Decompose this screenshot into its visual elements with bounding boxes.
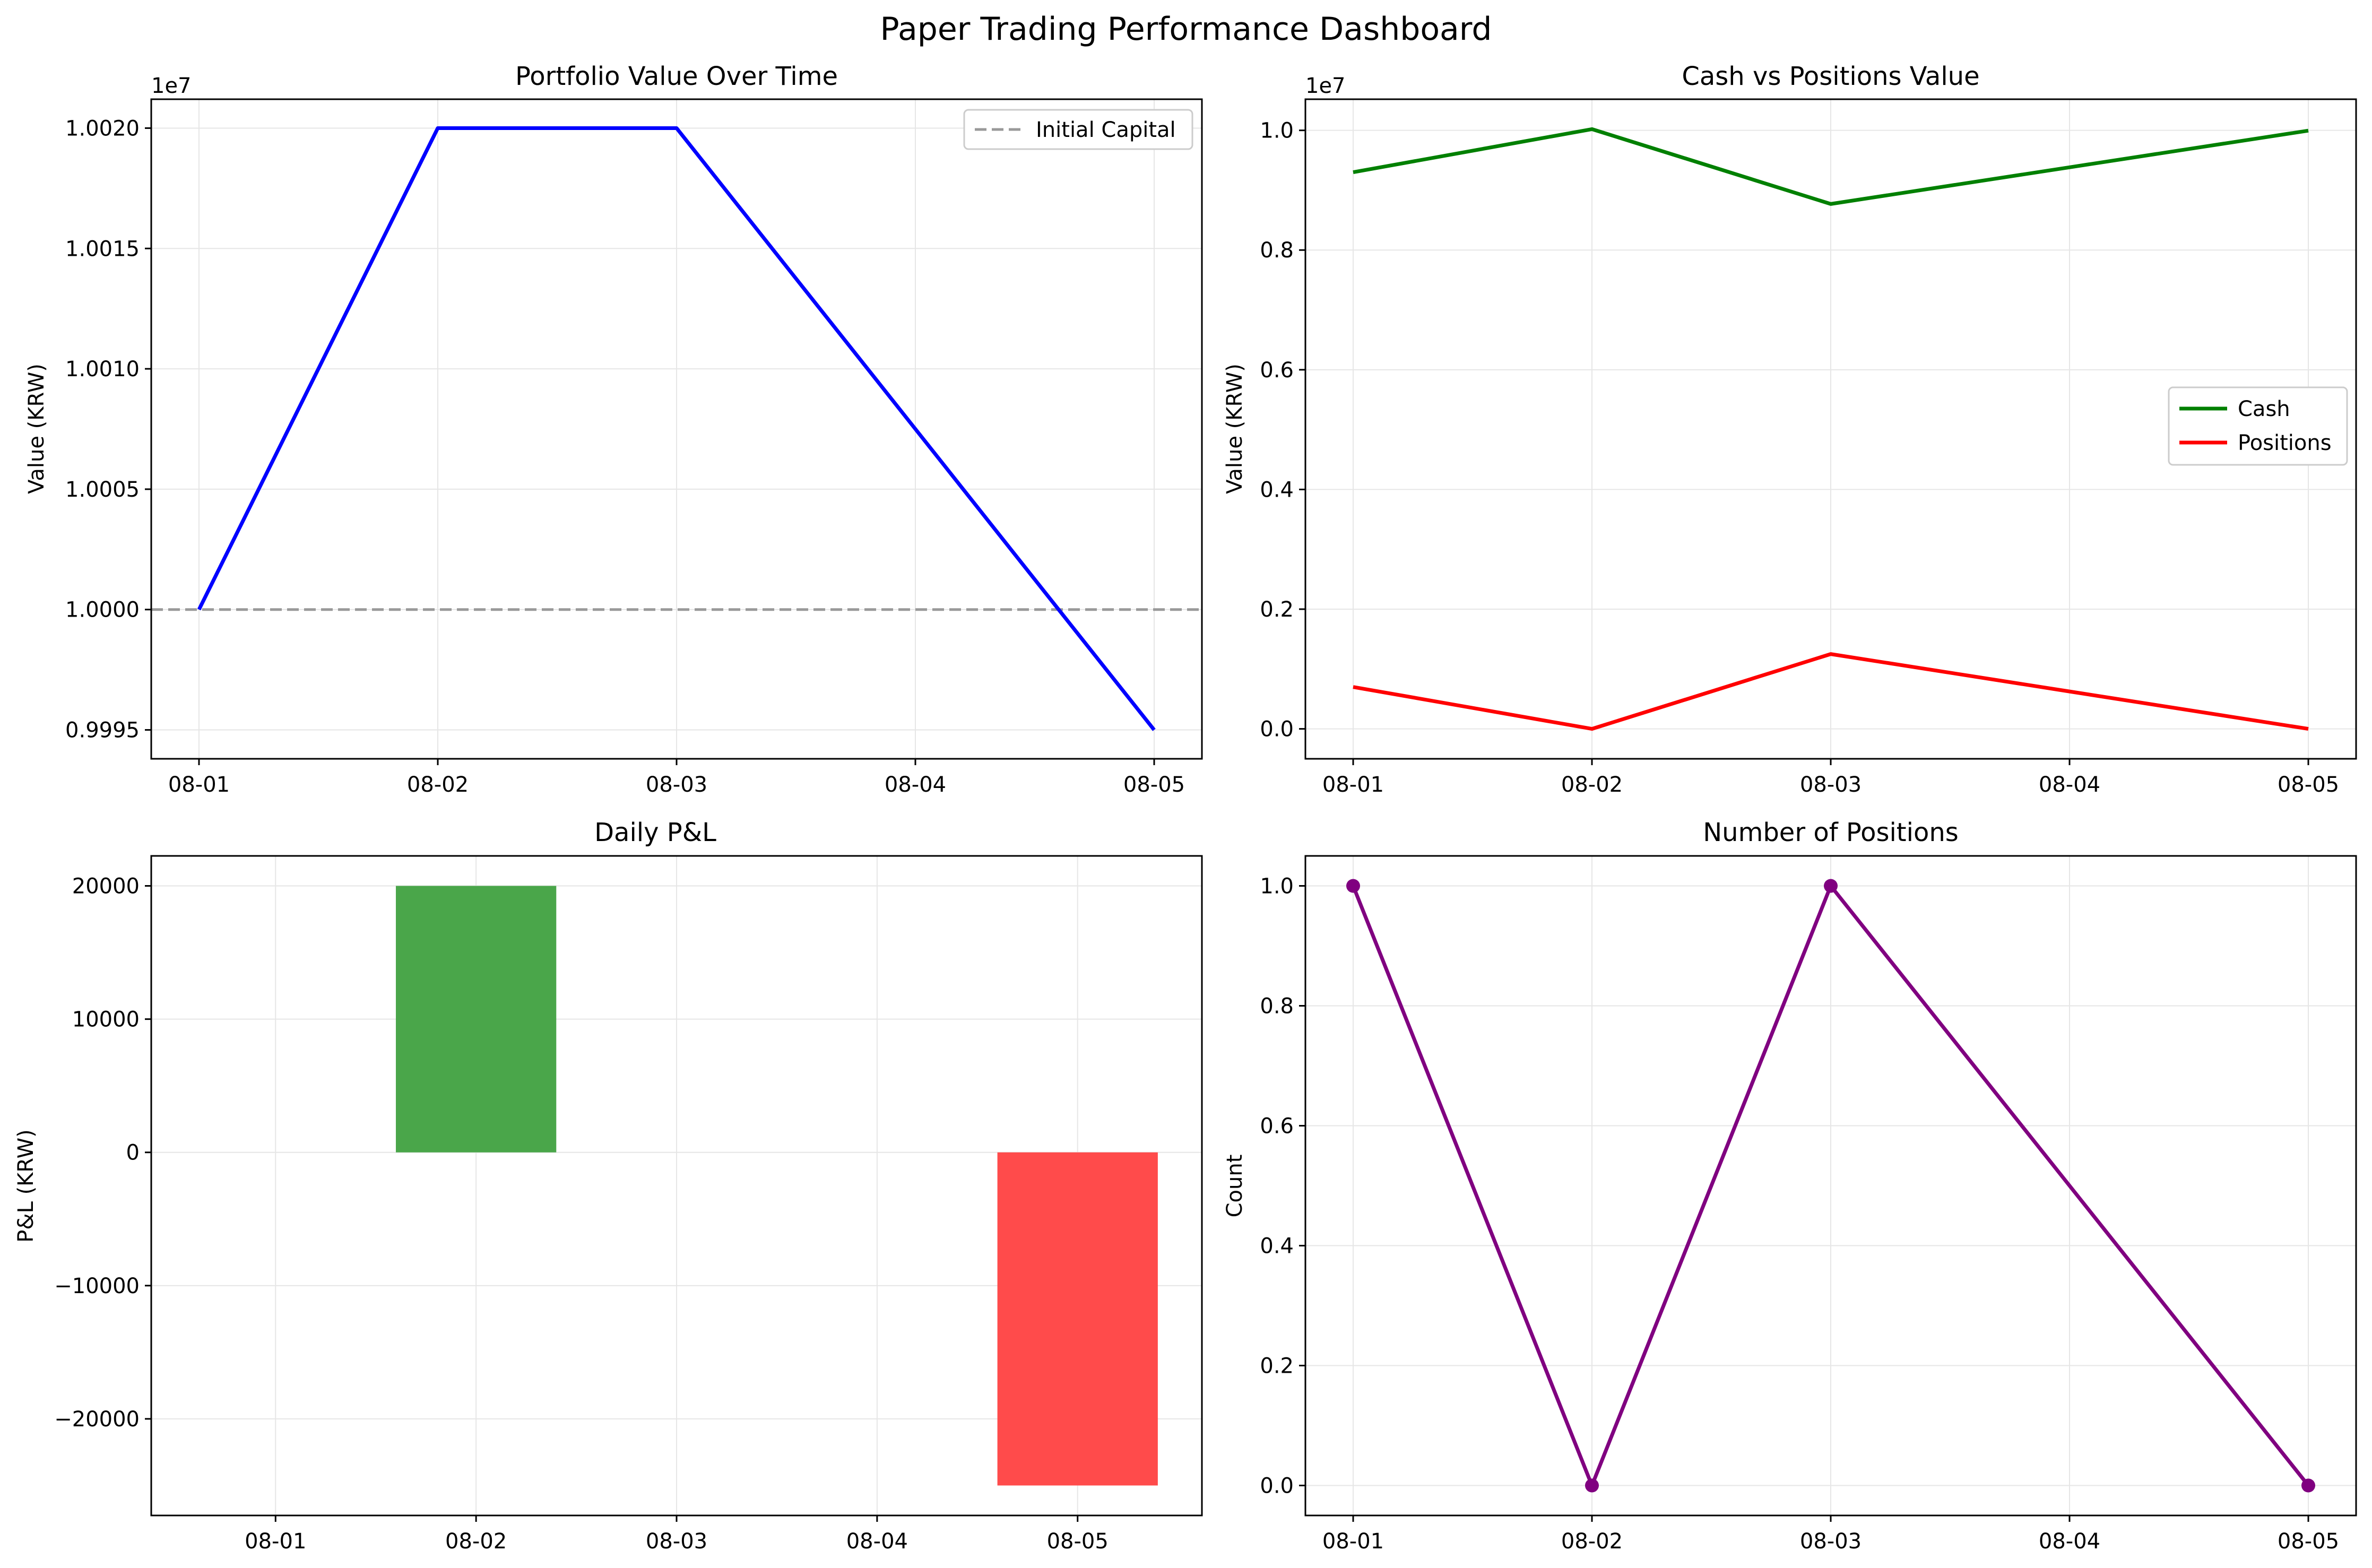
portfolio-value-xtick-label: 08-02 (407, 773, 469, 797)
number-of-positions-xtick-label: 08-01 (1322, 1529, 1384, 1554)
cash-vs-positions-title: Cash vs Positions Value (1682, 62, 1979, 91)
portfolio-value-offset-label: 1e7 (151, 74, 192, 98)
portfolio-value-ytick-label: 0.9995 (65, 718, 140, 743)
portfolio-value-ytick-label: 1.0015 (65, 237, 140, 261)
number-of-positions-ytick-label: 1.0 (1260, 874, 1294, 899)
cash-vs-positions-xtick-label: 08-01 (1322, 773, 1384, 797)
portfolio-value-legend-box (963, 109, 1193, 150)
cash-vs-positions-legend-label: Positions (2238, 431, 2332, 455)
daily-pnl-ylabel: P&L (KRW) (14, 1129, 38, 1242)
number-of-positions-xtick-label: 08-03 (1800, 1529, 1862, 1554)
daily-pnl-xtick-label: 08-03 (646, 1529, 707, 1554)
daily-pnl-ytick-label: 10000 (72, 1008, 140, 1032)
portfolio-value-chart: Portfolio Value Over Time 1e7 Value (KRW… (24, 62, 1203, 797)
number-of-positions-ytick-label: 0.4 (1260, 1234, 1294, 1259)
number-of-positions-xtick-label: 08-02 (1561, 1529, 1623, 1554)
daily-pnl-ytick-label: −20000 (54, 1407, 140, 1432)
cash-vs-positions-ytick-label: 1.0 (1260, 119, 1294, 143)
cash-vs-positions-xtick-label: 08-04 (2039, 773, 2100, 797)
portfolio-value-xtick-label: 08-03 (646, 773, 707, 797)
cash-vs-positions-xtick-label: 08-02 (1561, 773, 1623, 797)
cash-vs-positions-offset-label: 1e7 (1305, 74, 1346, 98)
portfolio-value-xtick-label: 08-01 (168, 773, 230, 797)
cash-vs-positions-chart: Cash vs Positions Value 1e7 Value (KRW) … (1223, 62, 2357, 797)
cash-vs-positions-ytick-label: 0.0 (1260, 717, 1294, 742)
number-of-positions-point (1824, 879, 1838, 893)
cash-vs-positions-xtick-label: 08-05 (2278, 773, 2339, 797)
number-of-positions-point (1346, 879, 1360, 893)
daily-pnl-ytick-label: −10000 (54, 1274, 140, 1298)
daily-pnl-ytick-label: 20000 (72, 874, 140, 899)
number-of-positions-xtick-label: 08-05 (2278, 1529, 2339, 1554)
cash-vs-positions-cash-line (1353, 127, 2309, 206)
daily-pnl-title: Daily P&L (594, 818, 716, 847)
daily-pnl-chart: Daily P&L P&L (KRW) 08-01 08-02 08-03 08-04… (14, 818, 1203, 1554)
daily-pnl-ytick-label: 0 (126, 1141, 140, 1165)
daily-pnl-bar (997, 1152, 1158, 1486)
portfolio-value-ytick-label: 1.0005 (65, 478, 140, 502)
number-of-positions-title: Number of Positions (1703, 818, 1959, 847)
portfolio-value-legend-label: Initial Capital (1036, 118, 1176, 142)
cash-vs-positions-ytick-label: 0.6 (1260, 358, 1294, 383)
number-of-positions-chart: Number of Positions Count 08-01 08-02 08-0… (1223, 818, 2357, 1554)
number-of-positions-ytick-label: 0.0 (1260, 1474, 1294, 1498)
portfolio-value-ytick-label: 1.0020 (65, 116, 140, 141)
daily-pnl-bar (395, 886, 557, 1153)
portfolio-value-ytick-label: 1.0000 (65, 598, 140, 622)
number-of-positions-xtick-label: 08-04 (2039, 1529, 2100, 1554)
daily-pnl-xtick-label: 08-04 (846, 1529, 908, 1554)
daily-pnl-xtick-label: 08-02 (445, 1529, 507, 1554)
cash-vs-positions-positions-line (1353, 652, 2309, 731)
daily-pnl-xtick-label: 08-05 (1047, 1529, 1109, 1554)
number-of-positions-point (1585, 1478, 1599, 1493)
number-of-positions-ylabel: Count (1223, 1155, 1247, 1218)
dashboard-title: Paper Trading Performance Dashboard (880, 11, 1492, 48)
cash-vs-positions-ylabel: Value (KRW) (1223, 363, 1247, 494)
number-of-positions-point (2301, 1478, 2315, 1493)
portfolio-value-title: Portfolio Value Over Time (515, 62, 838, 91)
portfolio-value-ylabel: Value (KRW) (24, 363, 49, 494)
number-of-positions-ytick-label: 0.8 (1260, 994, 1294, 1019)
cash-vs-positions-ytick-label: 0.8 (1260, 238, 1294, 263)
number-of-positions-ytick-label: 0.6 (1260, 1114, 1294, 1139)
portfolio-value-value-line (197, 126, 1156, 731)
number-of-positions-ytick-label: 0.2 (1260, 1354, 1294, 1379)
portfolio-value-ytick-label: 1.0010 (65, 357, 140, 382)
portfolio-value-xtick-label: 08-04 (885, 773, 946, 797)
portfolio-value-xtick-label: 08-05 (1123, 773, 1185, 797)
cash-vs-positions-legend-label: Cash (2238, 397, 2290, 421)
cash-vs-positions-ytick-label: 0.2 (1260, 597, 1294, 622)
cash-vs-positions-ytick-label: 0.4 (1260, 478, 1294, 502)
cash-vs-positions-xtick-label: 08-03 (1800, 773, 1862, 797)
daily-pnl-xtick-label: 08-01 (245, 1529, 306, 1554)
